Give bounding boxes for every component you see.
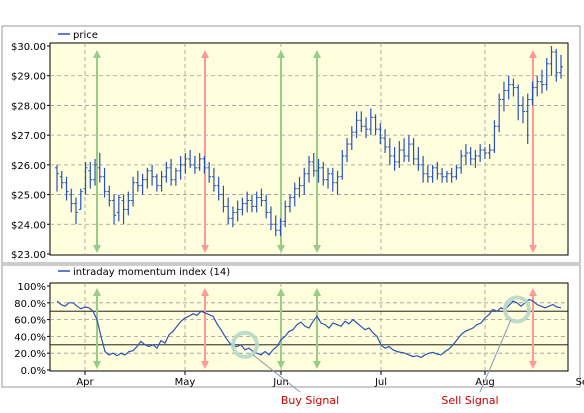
buy-arrow-imi-head-up (93, 288, 101, 296)
buy-arrow-imi-head-up (277, 288, 285, 296)
sell-signal-label: Sell Signal (441, 394, 498, 407)
price-y-tick-label: $28.00 (11, 101, 46, 112)
buy-arrow-imi-head-down (93, 361, 101, 369)
price-y-tick-label: $30.00 (11, 42, 46, 53)
price-y-tick-label: $26.00 (11, 161, 46, 172)
sell-arrow-imi-head-up (201, 288, 209, 296)
annotation-leader (252, 354, 301, 393)
x-tick-label: Sep (576, 377, 584, 388)
buy-arrow-imi-head-down (277, 361, 285, 369)
annotation-leader (479, 319, 512, 393)
imi-signal-arrows (93, 288, 537, 369)
imi-line (56, 298, 562, 359)
buy-arrow-price-head-down (93, 245, 101, 253)
signal-annotations: Buy Signal Sell Signal (231, 295, 531, 407)
buy-arrow-price-head-down (313, 245, 321, 253)
x-tick-label: Aug (475, 377, 495, 388)
price-y-tick-label: $24.00 (11, 220, 46, 231)
price-y-tick-label: $27.00 (11, 131, 46, 142)
price-y-tick-label: $23.00 (11, 250, 46, 261)
buy-arrow-imi-head-up (313, 288, 321, 296)
x-tick-label: May (175, 377, 196, 388)
price-ohlc-bars (55, 46, 563, 237)
sell-arrow-price-head-up (529, 50, 537, 58)
imi-y-tick-label: 100% (17, 282, 46, 293)
buy-arrow-imi-head-down (313, 361, 321, 369)
sell-arrow-price-head-up (201, 50, 209, 58)
imi-y-tick-label: 40.0% (14, 332, 46, 343)
buy-arrow-price-head-up (277, 50, 285, 58)
x-tick-label: Apr (76, 377, 94, 388)
sell-arrow-imi-head-down (529, 361, 537, 369)
buy-arrow-price-head-up (93, 50, 101, 58)
price-legend-label: price (73, 30, 98, 41)
sell-arrow-imi-head-down (201, 361, 209, 369)
signal-highlight-circle (231, 330, 259, 359)
price-y-axis: $30.00 $29.00 $28.00 $27.00 $26.00 $25.00 $24.… (11, 42, 50, 261)
buy-arrow-price-head-up (313, 50, 321, 58)
imi-grid (50, 283, 568, 371)
buy-arrow-price-head-down (277, 245, 285, 253)
x-tick-label: Jun (272, 377, 289, 388)
imi-y-tick-label: 0.0% (21, 366, 46, 377)
price-y-tick-label: $29.00 (11, 72, 46, 83)
imi-y-tick-label: 60.0% (14, 316, 46, 327)
buy-signal-label: Buy Signal (281, 394, 339, 407)
price-y-tick-label: $25.00 (11, 191, 46, 202)
imi-y-axis: 100% 80.0% 60.0% 40.0% 20.0% 0.0% (14, 282, 50, 377)
imi-series (56, 298, 562, 359)
sell-arrow-price-head-down (201, 245, 209, 253)
sell-arrow-price-head-down (529, 245, 537, 253)
price-plot-area (49, 42, 569, 256)
x-axis-months: Apr May Jun Jul Aug Sep (76, 371, 584, 388)
imi-legend-label: intraday momentum index (14) (73, 267, 230, 278)
sell-arrow-imi-head-up (529, 288, 537, 296)
signal-highlight-circle (503, 295, 531, 324)
x-tick-label: Jul (374, 377, 387, 388)
imi-y-tick-label: 20.0% (14, 349, 46, 360)
imi-y-tick-label: 80.0% (14, 299, 46, 310)
